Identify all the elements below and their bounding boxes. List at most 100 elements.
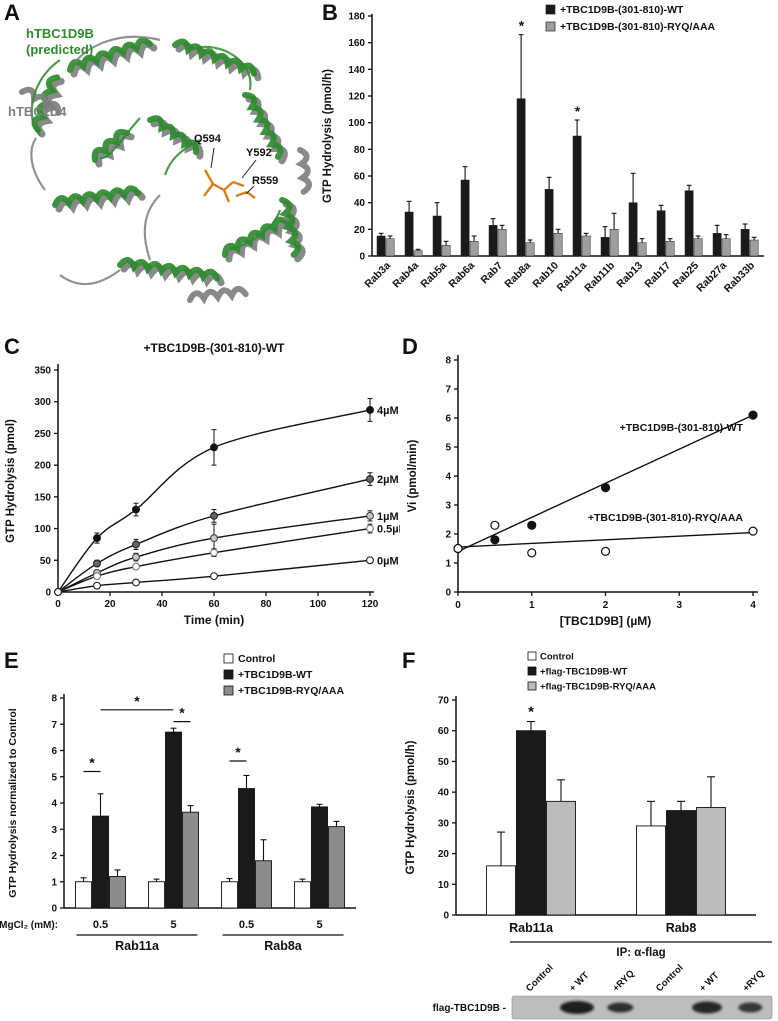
svg-text:*: * [519,18,525,34]
bar [546,800,576,916]
svg-text:0.5: 0.5 [93,919,108,931]
panel-c-timecourse-line-chart: 0 50 100 150 200 250 300 350 0 20 40 60 80 100 120 +TBC… [5,341,400,627]
svg-text:0: 0 [55,599,61,610]
bar [712,233,722,257]
bar [581,235,591,257]
helix-ribbon [175,42,262,82]
svg-text:20: 20 [438,849,450,860]
helix-ribbon [67,37,153,73]
svg-text:Vi (pmol/min): Vi (pmol/min) [407,440,419,513]
legend-swatch [223,653,234,664]
bar [740,229,750,257]
bar [165,731,182,909]
bar [497,229,507,257]
bar [628,202,638,257]
svg-text:Rab5a: Rab5a [418,260,449,291]
svg-text:Rab13: Rab13 [614,260,645,291]
svg-text:60: 60 [208,599,220,610]
svg-text:Control: Control [654,962,686,994]
svg-text:150: 150 [34,492,51,503]
svg-text:1: 1 [445,559,451,570]
svg-text:Rab11b: Rab11b [582,260,617,295]
helix-ribbon [55,188,146,214]
bar [328,826,345,909]
svg-text:80: 80 [260,599,272,610]
svg-text:60: 60 [438,726,450,737]
svg-text:*: * [528,704,534,721]
svg-text:Rab4a: Rab4a [390,260,421,291]
panel-f-ip-bar-chart: 0 10 20 30 40 50 60 70 GTP Hydrolysis (pmol/h) Ra… [405,652,773,1020]
svg-text:0.5: 0.5 [239,919,254,931]
svg-text:GTP Hydrolysis (pmol/h): GTP Hydrolysis (pmol/h) [322,69,334,203]
panel-label-b: B [322,0,338,25]
helix-ribbon [19,86,62,116]
bar [441,245,451,257]
bar [148,881,165,909]
svg-text:+TBC1D9B-(301-810)-WT: +TBC1D9B-(301-810)-WT [620,422,744,434]
panel-label-e: E [4,648,19,673]
bar [92,815,109,909]
svg-text:+TBC1D9B-RYQ/AAA: +TBC1D9B-RYQ/AAA [238,685,344,697]
svg-text:Rab8a: Rab8a [502,260,533,291]
svg-text:4µM: 4µM [377,405,399,417]
data-point [366,524,374,533]
svg-text:Control: Control [524,962,556,994]
svg-text:Control: Control [238,653,275,665]
svg-text:200: 200 [34,461,51,472]
legend-swatch [223,685,234,696]
svg-text:Rab11a: Rab11a [115,939,160,953]
data-point [490,535,500,545]
svg-text:5: 5 [170,919,176,931]
legend-swatch [223,669,234,680]
svg-text:7: 7 [445,385,451,396]
loop-ribbon [143,194,161,261]
bar [665,241,675,257]
bar [486,865,516,916]
helix-ribbon [147,115,199,156]
western-blot-strip [511,995,773,1020]
svg-text:40: 40 [354,198,366,209]
bar [404,211,414,257]
bar [684,190,694,257]
svg-text:*: * [134,693,140,709]
bar [544,189,554,257]
svg-text:5: 5 [445,443,451,454]
bar [109,876,126,909]
svg-text:IP: α-flag: IP: α-flag [616,947,665,959]
svg-text:2µM: 2µM [377,474,399,486]
svg-text:+flag-TBC1D9B-WT: +flag-TBC1D9B-WT [540,667,628,678]
panel-d-vi-scatter-chart: 0 1 2 3 4 5 6 7 8 0 1 2 3 4 [TBC1D9B] (µM) Vi (pmol/min… [407,355,758,628]
svg-text:20: 20 [354,225,366,236]
bar [75,881,92,909]
svg-text:Rab7: Rab7 [478,260,505,287]
svg-text:180: 180 [348,12,365,23]
svg-text:70: 70 [438,696,450,707]
svg-text:4: 4 [51,799,57,810]
svg-text:0.5µM: 0.5µM [377,524,400,536]
bar [600,237,610,257]
svg-text:3: 3 [676,600,682,611]
legend-swatch [545,21,556,32]
residue-label-y592: Y592 [246,147,272,159]
helix-ribbon [225,220,295,263]
protein-name-predicted-line1: hTBC1D9B [26,26,94,41]
bar [696,807,726,916]
bar [525,242,535,257]
bar [609,229,619,257]
panel-e-normalized-bar-chart: 0 1 2 3 4 5 6 7 8 GTP Hydrolysis normalized to Co… [0,653,356,953]
svg-text:2: 2 [445,530,451,541]
svg-text:50: 50 [40,556,52,567]
bar [311,806,328,909]
svg-text:100: 100 [34,524,51,535]
svg-text:Rab33b: Rab33b [722,260,757,295]
data-point [210,548,218,557]
legend-swatch [527,666,537,676]
svg-text:*: * [575,103,581,119]
helix-ribbon [187,285,249,305]
svg-text:+ WT: + WT [567,970,591,994]
helix-ribbon [95,132,135,168]
bar [656,210,666,257]
svg-text:+TBC1D9B-(301-810)-RYQ/AAA: +TBC1D9B-(301-810)-RYQ/AAA [560,21,716,33]
svg-text:350: 350 [34,366,51,377]
data-point [210,443,218,452]
